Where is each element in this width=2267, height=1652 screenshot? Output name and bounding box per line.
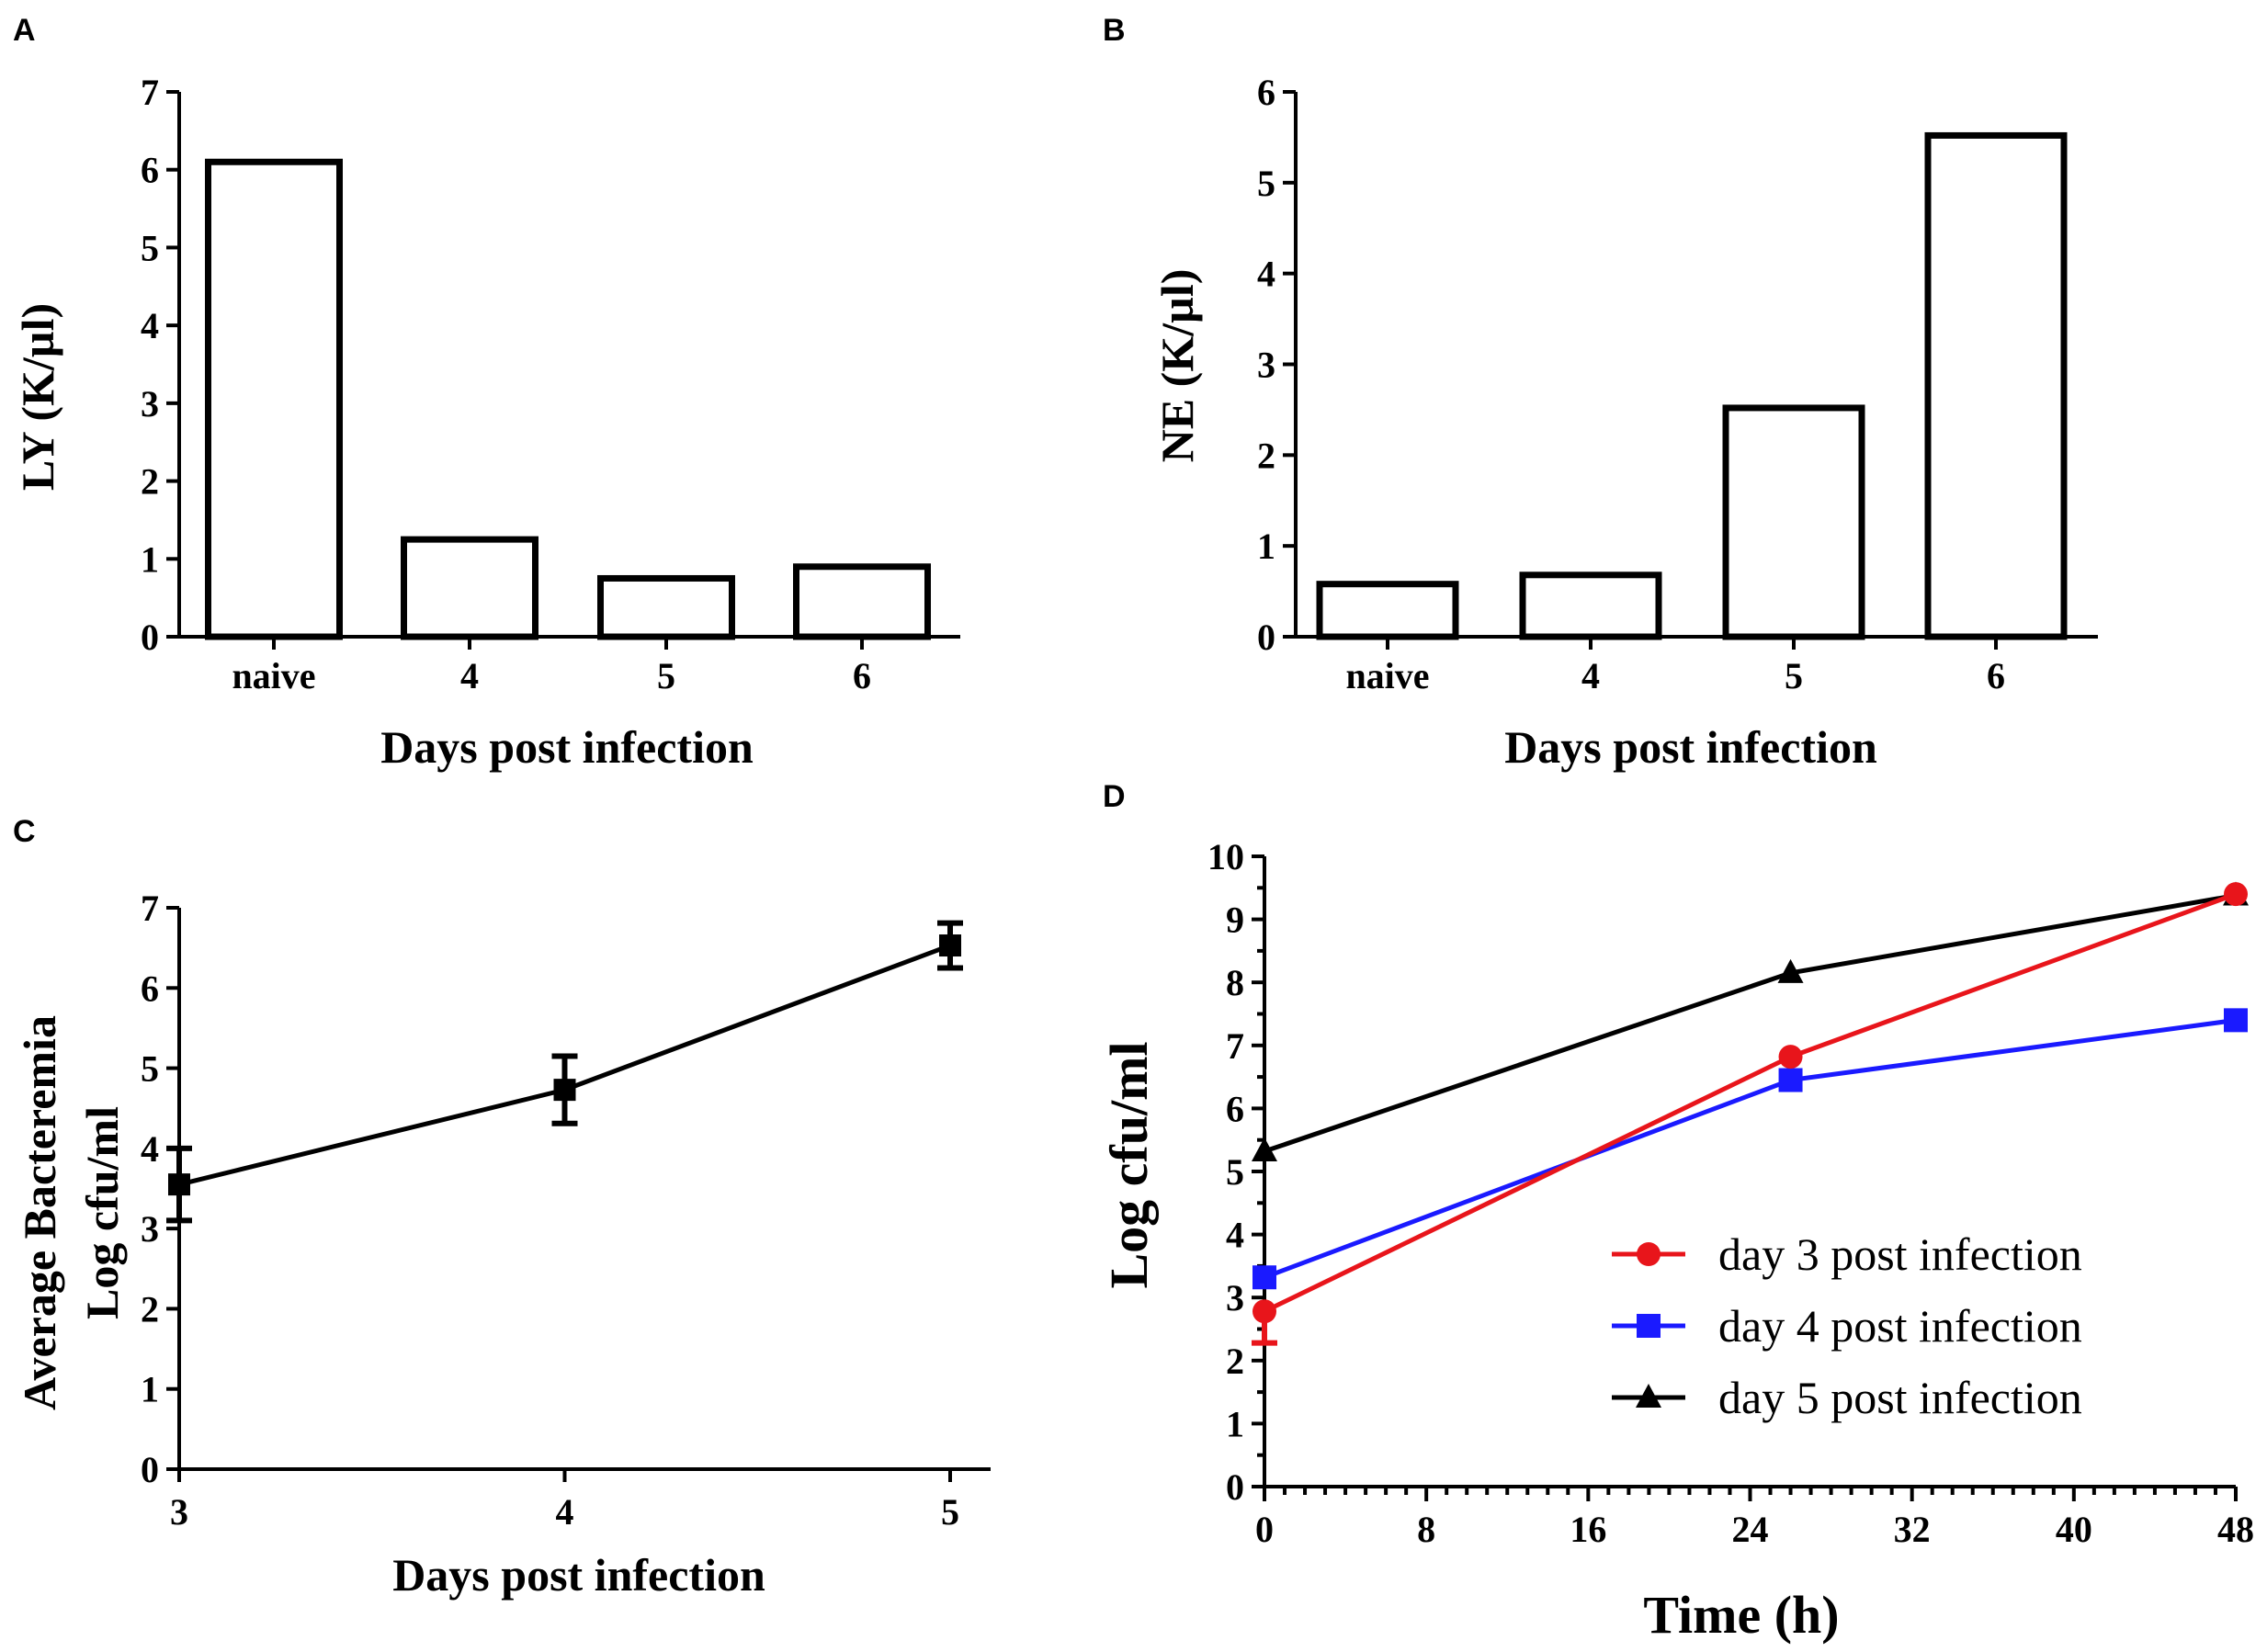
panel-d-y-tick-label: 8 xyxy=(1226,962,1244,1003)
panel-d-x-tick-label: 48 xyxy=(2217,1509,2254,1550)
panel-a-x-axis-title: Days post infection xyxy=(380,721,754,773)
panel-a-bar-4 xyxy=(401,536,538,640)
panel-b-y-tick-label: 5 xyxy=(1257,163,1275,204)
panel-b-y-tick-label: 3 xyxy=(1257,345,1275,386)
panel-d-chart: D 0 1 2 3 4 5 6 7 8 9 10 0 8 16 24 32 40 48 Time (h) Log … xyxy=(1099,779,2254,1645)
panel-d-series-5-point xyxy=(1777,958,1804,983)
panel-b-x-tick-label: 4 xyxy=(1581,655,1600,696)
panel-c-y-axis-title-line-2: Log cfu/ml xyxy=(76,1106,128,1319)
panel-d-y-tick-label: 5 xyxy=(1226,1151,1244,1193)
panel-a-x-tick-label: naive xyxy=(232,655,315,696)
panel-a-y-tick-label: 1 xyxy=(141,538,159,580)
panel-d-x-axis-title: Time (h) xyxy=(1643,1585,1839,1645)
panel-c-point xyxy=(939,934,961,957)
panel-d-y-tick-label: 6 xyxy=(1226,1088,1244,1129)
panel-d-y-tick-label: 9 xyxy=(1226,900,1244,941)
panel-d-letter: D xyxy=(1103,779,1126,814)
panel-a-y-tick-label: 4 xyxy=(141,305,159,346)
panel-b-letter: B xyxy=(1103,13,1126,48)
panel-b-bar-4 xyxy=(1519,571,1662,640)
panel-d-y-tick-label: 3 xyxy=(1226,1277,1244,1318)
panel-d-legend-item-4-marker xyxy=(1637,1314,1661,1338)
panel-d-y-tick-label: 2 xyxy=(1226,1341,1244,1382)
panel-d-y-tick-label: 1 xyxy=(1226,1403,1244,1444)
panel-d-legend-item-4-label: day 4 post infection xyxy=(1718,1300,2082,1352)
panel-b-chart: B 0 1 2 3 4 5 6 naive 4 5 6 Days post infection NE… xyxy=(1103,13,2098,773)
panel-c-x-tick-label: 3 xyxy=(170,1491,188,1533)
panel-c-letter: C xyxy=(13,814,36,849)
panel-d-series-5-point xyxy=(1252,1137,1277,1162)
panel-c-y-axis-title-line-1: Average Bacteremia xyxy=(14,1015,65,1410)
panel-b-bar-naive xyxy=(1316,581,1459,640)
panel-d-x-tick-label: 0 xyxy=(1255,1509,1274,1550)
panel-d-legend-item-5-label: day 5 post infection xyxy=(1718,1372,2082,1423)
panel-d-legend-item-5-marker xyxy=(1636,1384,1661,1408)
panel-d-x-tick-label: 16 xyxy=(1570,1509,1606,1550)
panel-a-bar-naive xyxy=(205,158,343,640)
panel-c-point xyxy=(168,1173,190,1196)
panel-a-y-tick-label: 6 xyxy=(141,150,159,191)
panel-d-y-tick-label: 10 xyxy=(1207,836,1244,877)
panel-b-y-tick-label: 0 xyxy=(1257,617,1275,658)
panel-b-bar-5 xyxy=(1722,404,1865,640)
panel-d-y-axis-title: Log cfu/ml xyxy=(1099,1041,1159,1288)
panel-c-x-tick-label: 5 xyxy=(941,1491,959,1533)
panel-b-y-tick-label: 4 xyxy=(1257,254,1275,295)
panel-d-series-4-point xyxy=(1253,1265,1276,1290)
panel-c-y-tick-label: 6 xyxy=(141,967,159,1009)
panel-d-series-3-point xyxy=(1778,1045,1803,1069)
panel-c-x-tick-label: 4 xyxy=(556,1491,574,1533)
panel-b-bar-6 xyxy=(1924,131,2068,640)
panel-a-x-tick-label: 5 xyxy=(657,655,675,696)
panel-c-point xyxy=(553,1079,576,1102)
panel-d-series-4-point xyxy=(2224,1008,2248,1033)
panel-c-y-tick-label: 4 xyxy=(141,1128,159,1170)
panel-a-x-tick-label: 4 xyxy=(460,655,479,696)
panel-a-y-tick-label: 7 xyxy=(141,72,159,113)
panel-a-y-tick-label: 3 xyxy=(141,383,159,424)
panel-a-x-tick-label: 6 xyxy=(853,655,871,696)
panel-c-y-tick-label: 1 xyxy=(141,1369,159,1410)
panel-c-y-tick-label: 5 xyxy=(141,1048,159,1090)
panel-a-y-axis-title: LY (K/µl) xyxy=(12,303,63,491)
panel-b-y-tick-label: 1 xyxy=(1257,526,1275,567)
panel-a-chart: A 0 1 2 3 4 5 6 7 naive 4 5 6 Days post infection L… xyxy=(12,13,960,773)
panel-a-letter: A xyxy=(13,13,36,48)
panel-b-x-tick-label: naive xyxy=(1345,655,1429,696)
panel-d-y-tick-label: 7 xyxy=(1226,1025,1244,1067)
panel-d-legend-item-3-marker xyxy=(1637,1242,1661,1266)
panel-b-y-axis-title: NE (K/µl) xyxy=(1151,269,1203,463)
panel-c-x-axis-title: Days post infection xyxy=(392,1549,765,1601)
panel-b-x-tick-label: 5 xyxy=(1785,655,1803,696)
panel-d-x-tick-label: 32 xyxy=(1894,1509,1931,1550)
panel-b-x-axis-title: Days post infection xyxy=(1504,721,1877,773)
panel-b-x-tick-label: 6 xyxy=(1987,655,2005,696)
panel-a-y-tick-label: 0 xyxy=(141,617,159,658)
panel-d-x-tick-label: 24 xyxy=(1732,1509,1769,1550)
panel-d-x-tick-label: 40 xyxy=(2056,1509,2092,1550)
panel-c-y-tick-label: 0 xyxy=(141,1449,159,1490)
panel-c-chart: C 0 1 2 3 4 5 6 7 3 4 5 Days post infection Averag… xyxy=(13,814,991,1601)
panel-a-bar-6 xyxy=(793,563,931,640)
panel-b-y-tick-label: 2 xyxy=(1257,435,1275,476)
panel-c-y-tick-label: 7 xyxy=(141,888,159,929)
panel-c-y-tick-label: 2 xyxy=(141,1288,159,1330)
panel-b-y-tick-label: 6 xyxy=(1257,72,1275,113)
panel-d-series-4-point xyxy=(1778,1068,1803,1092)
panel-d-series-3-point xyxy=(1253,1299,1276,1324)
panel-d-legend-item-3-label: day 3 post infection xyxy=(1718,1228,2082,1280)
panel-d-series-3-point xyxy=(2224,882,2248,907)
panel-d-y-tick-label: 0 xyxy=(1226,1466,1244,1508)
panel-d-x-tick-label: 8 xyxy=(1417,1509,1435,1550)
panel-a-y-tick-label: 5 xyxy=(141,227,159,268)
panel-d-series-5-line xyxy=(1264,893,2237,1154)
panel-c-y-tick-label: 3 xyxy=(141,1208,159,1250)
panel-a-y-tick-label: 2 xyxy=(141,461,159,503)
panel-a-bar-5 xyxy=(597,574,735,640)
panel-d-legend: day 3 post infection day 4 post infection… xyxy=(1612,1228,2082,1423)
panel-d-y-tick-label: 4 xyxy=(1226,1215,1244,1256)
